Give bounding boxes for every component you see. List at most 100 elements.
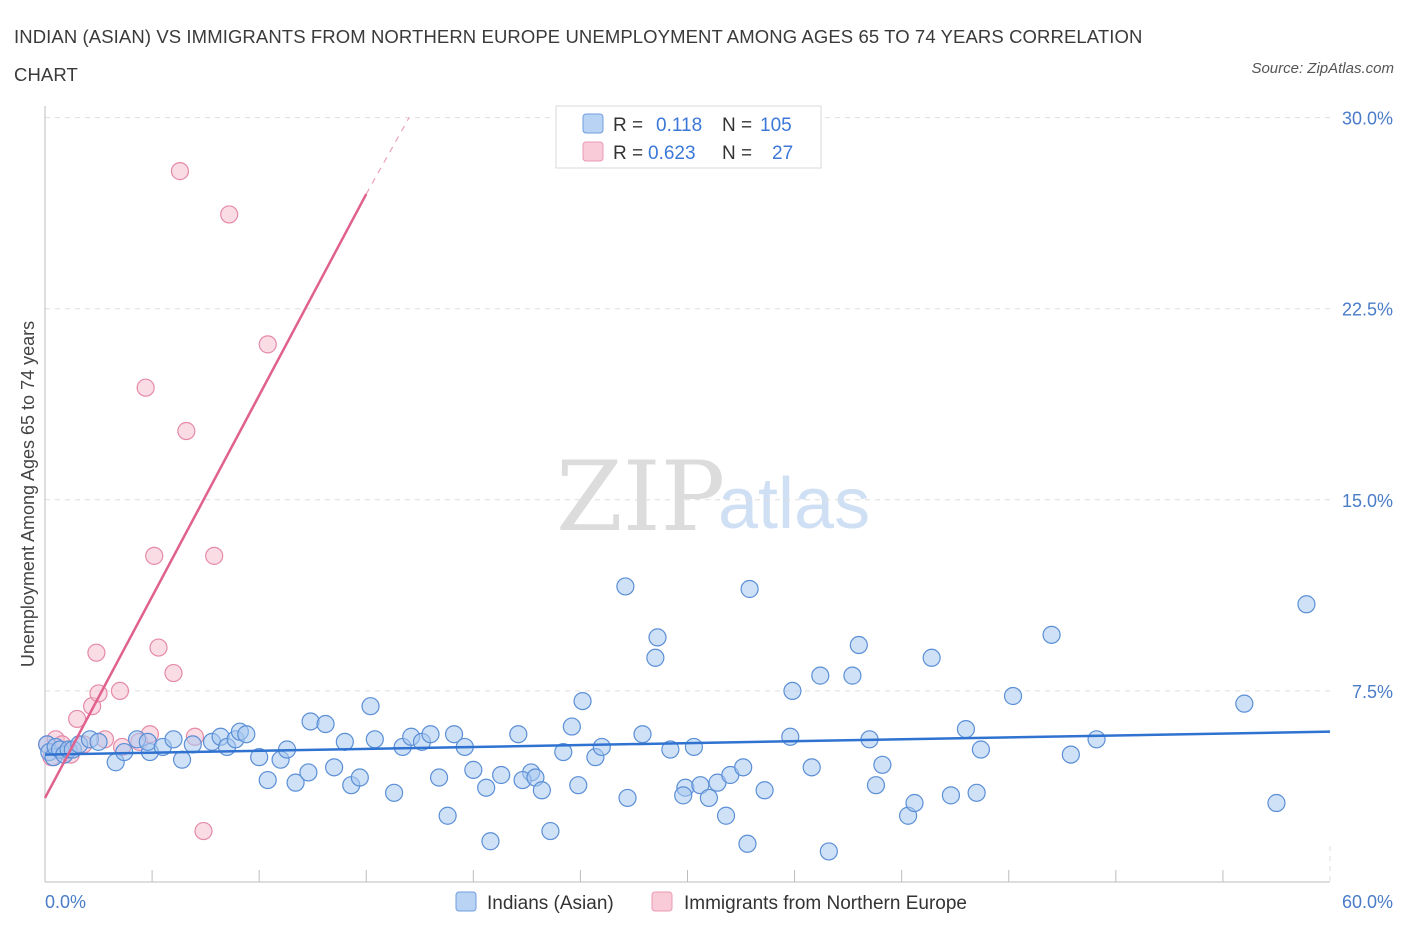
legend-n-value-pink: 27 (772, 143, 793, 164)
point-indians-asian (618, 788, 637, 808)
point-indians-asian (301, 712, 320, 731)
point-northern-europe (205, 546, 224, 565)
point-northern-europe (87, 643, 106, 662)
bottom-legend-swatch-pink (651, 891, 673, 912)
point-indians-asian (421, 725, 440, 744)
point-indians-asian (661, 740, 680, 759)
bottom-legend-label-pink: Immigrants from Northern Europe (684, 893, 967, 914)
trend-line-northern-europe-extension (365, 117, 410, 195)
point-indians-asian (562, 717, 581, 736)
point-indians-asian (873, 755, 892, 774)
legend-n-label-pink: N = (722, 143, 752, 164)
point-indians-asian (250, 748, 269, 767)
legend-r-value-pink: 0.623 (648, 143, 696, 164)
point-indians-asian (1061, 745, 1080, 764)
x-tick-label-max: 60.0% (1342, 892, 1393, 912)
point-indians-asian (438, 806, 457, 825)
point-indians-asian (429, 768, 449, 787)
legend-swatch-blue (582, 113, 604, 134)
point-indians-asian (819, 842, 838, 861)
point-indians-asian (956, 720, 976, 739)
series-indians-asian-points (38, 577, 1316, 861)
point-indians-asian (444, 725, 464, 744)
point-indians-asian (648, 628, 667, 647)
point-indians-asian (325, 758, 344, 777)
point-indians-asian (905, 793, 924, 813)
point-indians-asian (802, 758, 821, 777)
point-indians-asian (734, 758, 753, 777)
point-indians-asian (573, 691, 592, 711)
point-indians-asian (299, 763, 318, 782)
point-indians-asian (532, 781, 551, 800)
point-indians-asian (633, 725, 652, 744)
chart-title: INDIAN (ASIAN) VS IMMIGRANTS FROM NORTHE… (14, 26, 1143, 85)
point-northern-europe (136, 378, 155, 397)
y-tick-labels: 7.5% 15.0% 22.5% 30.0% (1342, 109, 1393, 702)
point-northern-europe (164, 663, 183, 683)
series-legend: Indians (Asian) Immigrants from Northern… (455, 891, 967, 914)
point-northern-europe (110, 681, 130, 701)
point-northern-europe (194, 821, 213, 841)
trend-line-indians-asian (44, 730, 1331, 756)
point-northern-europe (177, 421, 196, 441)
correlation-legend: R = 0.118 N = 105 R = 0.623 N = 27 (555, 105, 822, 169)
point-indians-asian (183, 735, 202, 754)
point-indians-asian (1297, 595, 1316, 614)
point-indians-asian (541, 821, 560, 841)
point-indians-asian (172, 750, 192, 769)
point-indians-asian (1003, 686, 1023, 706)
point-indians-asian (646, 648, 665, 667)
point-indians-asian (384, 783, 404, 802)
point-indians-asian (740, 579, 759, 599)
point-northern-europe (220, 205, 239, 224)
point-indians-asian (866, 776, 886, 795)
trend-line-northern-europe (43, 193, 368, 799)
point-indians-asian (922, 648, 941, 667)
y-tick-label: 22.5% (1342, 300, 1393, 320)
legend-r-value-blue: 0.118 (656, 115, 702, 136)
point-indians-asian (849, 635, 868, 655)
point-indians-asian (361, 697, 380, 716)
point-indians-asian (967, 783, 986, 802)
point-northern-europe (258, 335, 277, 354)
legend-swatch-pink (582, 141, 604, 162)
point-indians-asian (941, 786, 961, 805)
point-indians-asian (258, 770, 277, 790)
point-northern-europe (149, 638, 168, 657)
point-indians-asian (316, 714, 335, 734)
point-indians-asian (783, 681, 802, 701)
point-indians-asian (971, 740, 991, 759)
legend-n-value-blue: 105 (760, 115, 792, 136)
point-indians-asian (684, 737, 704, 757)
legend-n-label-blue: N = (722, 115, 752, 136)
point-indians-asian (592, 737, 611, 757)
point-indians-asian (755, 781, 774, 800)
point-indians-asian (89, 732, 108, 751)
legend-r-label-pink: R = (613, 143, 643, 164)
point-indians-asian (616, 577, 635, 596)
point-indians-asian (716, 806, 736, 825)
point-indians-asian (674, 786, 693, 805)
point-indians-asian (1267, 793, 1286, 813)
point-indians-asian (569, 776, 588, 795)
point-indians-asian (554, 742, 573, 762)
trend-lines (43, 117, 1331, 799)
point-indians-asian (464, 760, 483, 779)
point-indians-asian (350, 768, 369, 787)
bottom-legend-label-blue: Indians (Asian) (487, 893, 614, 914)
point-indians-asian (365, 730, 384, 749)
point-indians-asian (1042, 625, 1061, 644)
y-tick-label: 7.5% (1352, 682, 1393, 702)
point-indians-asian (286, 773, 305, 792)
point-indians-asian (699, 788, 719, 808)
point-indians-asian (481, 832, 500, 851)
gridlines (45, 117, 1331, 882)
y-tick-label: 30.0% (1342, 109, 1393, 129)
point-indians-asian (843, 666, 862, 685)
point-indians-asian (738, 834, 757, 853)
point-indians-asian (237, 725, 256, 744)
bottom-legend-swatch-blue (455, 891, 477, 912)
y-tick-label: 15.0% (1342, 491, 1393, 511)
point-indians-asian (335, 732, 354, 751)
